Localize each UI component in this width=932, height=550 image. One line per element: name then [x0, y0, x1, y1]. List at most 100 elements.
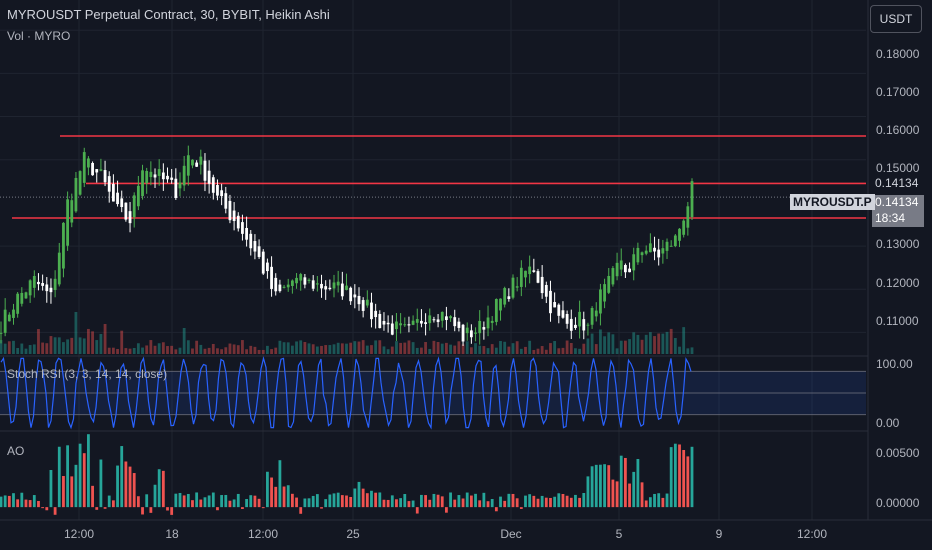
- candle-body: [7, 314, 11, 322]
- candle-body: [511, 277, 515, 298]
- ao-bar: [211, 492, 215, 508]
- ao-bar: [41, 507, 45, 509]
- ao-bar: [436, 494, 440, 508]
- candle-body: [603, 284, 606, 302]
- volume-bar: [3, 343, 7, 354]
- volume-bar: [461, 344, 465, 354]
- candle-body: [424, 322, 427, 325]
- candle-body: [445, 316, 448, 321]
- volume-bar: [557, 348, 561, 354]
- currency-button[interactable]: USDT: [870, 5, 922, 33]
- volume-bar: [553, 341, 557, 354]
- ao-bar: [20, 492, 24, 508]
- volume-bar: [361, 340, 365, 354]
- ao-bar: [386, 499, 390, 508]
- chart-title: MYROUSDT Perpetual Contract, 30, BYBIT, …: [7, 7, 330, 22]
- volume-bar: [519, 348, 523, 354]
- ao-bar: [407, 501, 411, 508]
- price-candles: [0, 145, 694, 346]
- ao-bar: [511, 493, 515, 508]
- volume-bar: [78, 337, 82, 354]
- volume-bar: [378, 340, 382, 354]
- volume-bar: [28, 345, 32, 354]
- ao-bar: [428, 499, 432, 508]
- ao-bar: [544, 497, 548, 508]
- candle-body: [199, 156, 203, 165]
- volume-bar: [170, 345, 174, 354]
- volume-bar: [49, 336, 53, 354]
- candle-body: [32, 275, 36, 288]
- candle-body: [224, 193, 228, 209]
- volume-bar: [116, 349, 119, 354]
- candle-body: [565, 314, 569, 324]
- candle-body: [340, 283, 344, 297]
- volume-bar: [145, 345, 149, 354]
- candle-body: [599, 289, 602, 314]
- volume-bar: [590, 333, 594, 354]
- volume-bar: [565, 340, 569, 354]
- volume-bar: [0, 340, 3, 354]
- ao-label: AO: [7, 444, 25, 458]
- candle-body: [478, 320, 482, 334]
- candle-body: [557, 304, 561, 316]
- ao-bar: [228, 500, 232, 508]
- volume-bar: [45, 343, 49, 354]
- volume-bar: [682, 327, 686, 354]
- time-tick: 12:00: [796, 527, 828, 541]
- volume-bar: [611, 334, 615, 354]
- ao-bar: [241, 507, 244, 509]
- volume-bar: [482, 346, 486, 354]
- volume-bar: [311, 344, 315, 354]
- volume-bar: [282, 342, 286, 354]
- volume-bar: [524, 346, 527, 354]
- candle-body: [245, 227, 248, 240]
- candle-body: [332, 282, 336, 289]
- candle-body: [249, 233, 253, 249]
- volume-bar: [615, 348, 619, 354]
- ao-bar: [474, 493, 477, 508]
- ao-bar: [303, 498, 307, 508]
- candle-body: [432, 319, 436, 321]
- price-tick: 0.12000: [876, 276, 920, 290]
- candle-body: [66, 199, 70, 246]
- ao-bar: [116, 465, 119, 508]
- ao-bar: [62, 476, 65, 508]
- ao-bar: [311, 495, 315, 508]
- volume-bar: [386, 349, 390, 354]
- candle-body: [569, 318, 573, 331]
- candle-body: [353, 294, 357, 298]
- candle-body: [203, 160, 207, 181]
- ao-bar: [328, 494, 332, 508]
- volume-bar: [132, 347, 136, 354]
- price-tick: 0.17000: [876, 85, 920, 99]
- candle-body: [120, 198, 124, 208]
- volume-bar: [211, 343, 215, 354]
- candle-body: [136, 185, 140, 207]
- ao-bar: [561, 493, 565, 508]
- candle-body: [678, 228, 681, 241]
- ao-bar: [478, 500, 482, 508]
- volume-bar: [440, 343, 444, 354]
- volume-bar: [74, 312, 78, 354]
- candle-body: [528, 266, 532, 275]
- volume-bar: [261, 349, 265, 354]
- candle-body: [12, 309, 15, 318]
- ao-bar: [582, 493, 586, 508]
- time-tick: 12:00: [63, 527, 95, 541]
- candle-body: [336, 281, 340, 286]
- ao-bar: [503, 500, 507, 508]
- candle-body: [299, 274, 303, 281]
- stoch-k-line: [0, 356, 692, 430]
- candle-body: [166, 175, 169, 180]
- ao-bar: [128, 466, 132, 508]
- ao-bar: [553, 496, 557, 508]
- ao-bar: [574, 494, 577, 508]
- candle-body: [145, 170, 149, 184]
- candle-body: [307, 279, 311, 281]
- price-tag-box: [872, 195, 924, 227]
- candle-body: [690, 181, 694, 218]
- ao-bar: [657, 493, 661, 508]
- ao-bar: [648, 497, 652, 508]
- volume-bar: [236, 345, 240, 354]
